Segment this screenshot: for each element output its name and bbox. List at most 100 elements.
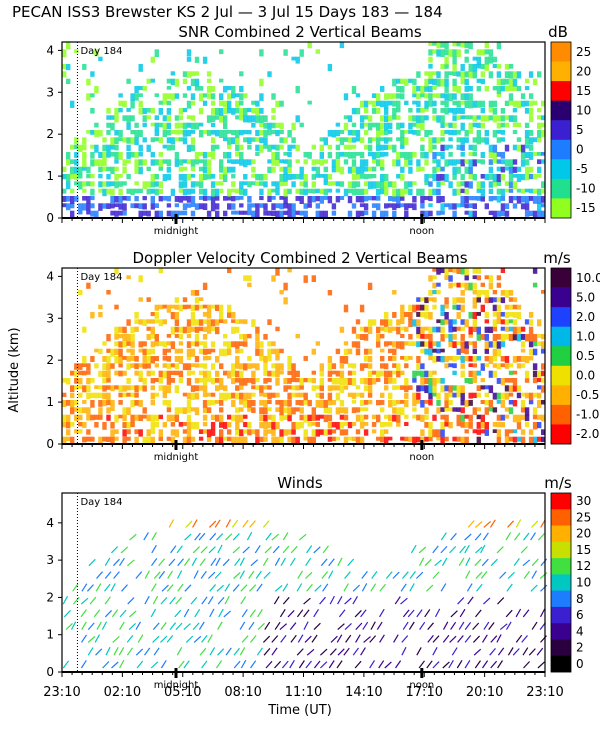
day-label: Day 184 [80,272,122,283]
colorbar-label: 0.5 [576,349,595,363]
colorbar-segment [551,509,571,526]
colorbar-label: 0.0 [576,369,595,383]
colorbar-segment [551,365,571,386]
colorbar-segment [551,541,571,559]
colorbar-segment [551,424,571,445]
colorbar-label: 2 [576,641,584,655]
colorbar-segment [551,81,571,101]
altitude-axis-label: Altitude (km) [7,327,22,412]
colorbar-segment [551,120,571,141]
colorbar-segment [551,268,571,288]
time-axis-label: Time (UT) [267,703,332,718]
panel-2-data [62,519,548,669]
x-tick-label: 11:10 [285,685,322,700]
y-tick-label: 2 [46,127,54,141]
colorbar-label: 30 [576,494,591,508]
colorbar-segment [551,61,571,82]
snr-panel-title: SNR Combined 2 Vertical Beams [178,23,421,41]
panel-1-data [62,268,546,445]
colorbar-segment [551,385,571,406]
y-tick-label: 0 [46,437,54,451]
colorbar-segment [551,307,571,327]
day-label: Day 184 [80,46,122,57]
colorbar-segment [551,655,571,673]
colorbar-label: 2.0 [576,310,595,324]
colorbar-label: 20 [576,64,591,78]
colorbar-label: 6 [576,608,584,622]
x-tick-label: 23:10 [43,685,80,700]
colorbar-segment [551,404,571,425]
colorbar-label: 8 [576,592,584,606]
x-tick-label: 20:10 [466,685,503,700]
colorbar-segment [551,326,571,347]
time-marker-label: noon [409,680,434,691]
snr-unit-label: dB [548,23,568,41]
colorbar-label: 0 [576,657,584,671]
x-tick-label: 17:10 [406,685,443,700]
y-tick-label: 2 [46,590,54,604]
colorbar-label: 4 [576,624,584,638]
colorbar-segment [551,178,571,199]
colorbar-label: 0 [576,143,584,157]
winds-panel-title: Winds [277,474,323,492]
colorbar-segment [551,590,571,608]
colorbar-frame [550,492,572,673]
colorbar-segment [551,606,571,624]
snr-panel: 0 1 2 3 4 Day 184 midnight noon 25 20 15 10 5 0 -5 -10 -… [46,41,596,237]
colorbar-label: -15 [576,201,596,215]
colorbar-label: 20 [576,527,591,541]
colorbar-label: 25 [576,45,591,59]
y-tick-label: 0 [46,665,54,679]
colorbar-segment [551,42,571,62]
colorbar-label: 10.0 [576,271,600,285]
y-tick-label: 3 [46,85,54,99]
day-label: Day 184 [80,497,122,508]
time-marker-label: midnight [154,452,199,463]
colorbar-segment [551,525,571,543]
colorbar-label: -0.5 [576,388,599,402]
x-tick-label: 05:10 [164,685,201,700]
y-tick-label: 1 [46,169,54,183]
time-marker-label: midnight [154,226,199,237]
velocity-panel: 0 1 2 3 4 Day 184 midnight noon 10.0 5.0 2.0 1.0 0.5… [46,267,600,463]
y-tick-label: 3 [46,553,54,567]
colorbar-segment [551,287,571,308]
colorbar-label: 1.0 [576,329,595,343]
figure-title: PECAN ISS3 Brewster KS 2 Jul — 3 Jul 15 … [12,3,443,21]
colorbar-frame [550,41,572,219]
time-marker-label: noon [409,226,434,237]
colorbar-label: 15 [576,84,591,98]
colorbar-segment [551,574,571,591]
colorbar-segment [551,100,571,121]
y-tick-label: 1 [46,628,54,642]
y-tick-label: 4 [46,269,54,283]
colorbar-segment [551,346,571,367]
colorbar-label: 5 [576,123,584,137]
colorbar-segment [551,623,571,640]
time-marker-label: noon [409,452,434,463]
time-marker-label: midnight [154,680,199,691]
y-tick-label: 3 [46,311,54,325]
colorbar-label: 12 [576,559,591,573]
colorbar-segment [551,198,571,219]
colorbar-segment [551,493,571,510]
colorbar-label: -5 [576,162,588,176]
colorbar-label: 10 [576,103,591,117]
colorbar-segment [551,139,571,160]
x-tick-label: 02:10 [104,685,141,700]
velocity-panel-title: Doppler Velocity Combined 2 Vertical Bea… [132,249,467,267]
colorbar-label: 5.0 [576,290,595,304]
colorbar-segment [551,159,571,180]
velocity-unit-label: m/s [543,249,571,267]
x-tick-label: 23:10 [526,685,563,700]
x-tick-label: 08:10 [224,685,261,700]
panel-2-frame [61,492,546,673]
y-tick-label: 0 [46,211,54,225]
colorbar-label: -2.0 [576,427,599,441]
colorbar-label: 10 [576,576,591,590]
colorbar-label: -10 [576,182,596,196]
y-tick-label: 1 [46,395,54,409]
colorbar-frame [550,267,572,445]
